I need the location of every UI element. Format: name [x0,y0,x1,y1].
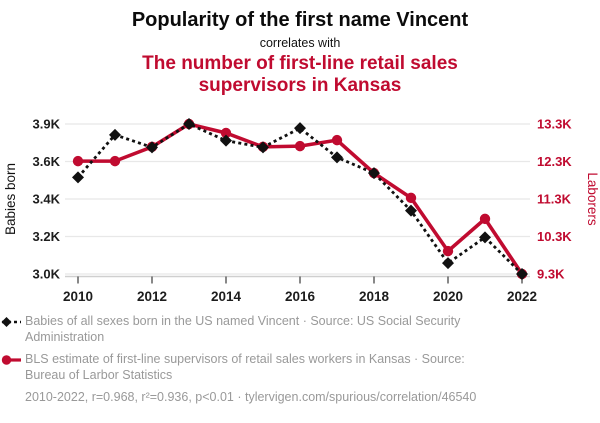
footer-stats: 2010-2022, r=0.968, r²=0.936, p<0.01 · t… [25,390,581,406]
series-babies-born [72,118,528,280]
legend-label: BLS estimate of first-line supervisors o… [25,352,465,382]
data-point-diamond [442,257,454,270]
page-title: Popularity of the first name Vincent [131,9,469,31]
data-point-circle [220,127,232,139]
secondary-title: The number of first-line retail sales su… [142,53,458,96]
data-point-diamond [368,167,380,180]
data-point-diamond [146,141,158,154]
x-axis-tick-label: 2018 [359,289,390,304]
x-axis-tick-label: 2010 [63,289,93,304]
data-point-diamond [516,268,528,280]
chart-header: Popularity of the first name Vincent cor… [0,9,600,97]
left-axis-tick-label: 3.9K [33,117,61,132]
x-axis-tick-label: 2016 [285,289,316,304]
red-circle-solid-marker-icon [1,355,21,365]
data-point-diamond [257,141,269,154]
subtitle: correlates with [259,36,341,50]
gridlines [65,123,530,275]
x-axis-tick-label: 2012 [137,289,167,304]
right-axis-title: Laborers [585,172,600,226]
x-axis-tick-label: 2020 [433,289,463,304]
correlation-line-chart: 3.0K 9.3K 3.2K 10.3K 3.4K 11.3K 3.6K 12.3K 3.9K 1… [3,117,600,305]
data-point-diamond [405,204,417,217]
right-axis-tick-label: 11.3K [537,192,572,207]
data-point-diamond [72,171,84,184]
x-axis-tick-label: 2014 [211,289,242,304]
legend: Babies of all sexes born in the US named… [1,314,581,406]
data-point-circle [442,245,454,257]
data-point-circle [405,192,417,204]
x-axis: 2010 2012 2014 2016 2018 2020 2022 [63,275,537,304]
left-axis-tick-label: 3.2K [33,229,61,244]
left-axis-tick-label: 3.0K [33,267,61,282]
data-point-circle [479,213,491,225]
data-point-circle [294,140,306,152]
black-diamond-dashed-marker-icon [1,317,21,327]
left-axis-tick-label: 3.6K [33,154,61,169]
left-axis-title: Babies born [3,163,18,235]
legend-item-laborers: BLS estimate of first-line supervisors o… [1,352,581,383]
right-axis-tick-label: 10.3K [537,229,572,244]
data-point-diamond [479,231,491,244]
right-axis-tick-label: 9.3K [537,267,565,282]
data-point-diamond [294,122,306,135]
legend-label: Babies of all sexes born in the US named… [25,314,461,344]
correlation-stats: 2010-2022, r=0.968, r²=0.936, p<0.01 · [25,390,242,404]
data-point-diamond [109,128,121,141]
legend-item-babies: Babies of all sexes born in the US named… [1,314,581,345]
x-axis-tick-label: 2022 [507,289,537,304]
data-point-diamond [331,151,343,164]
data-point-circle [109,155,121,167]
data-point-circle [331,134,343,146]
left-axis-tick-label: 3.4K [33,192,61,207]
data-point-circle [72,155,84,167]
right-axis-tick-label: 13.3K [537,117,572,132]
data-point-diamond [183,118,195,130]
source-url[interactable]: tylervigen.com/spurious/correlation/4654… [244,390,477,404]
right-axis-tick-label: 12.3K [537,154,572,169]
data-point-diamond [220,134,232,147]
